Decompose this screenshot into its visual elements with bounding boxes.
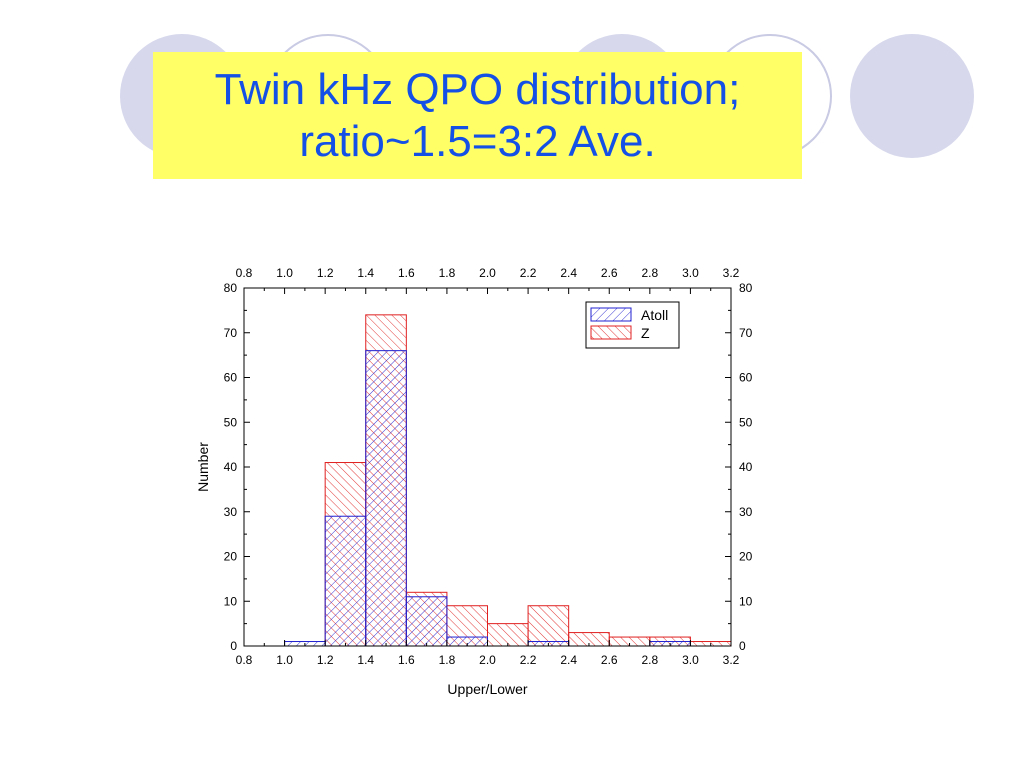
- x-tick-label-top: 2.4: [560, 266, 577, 280]
- y-tick-label-left: 50: [224, 415, 238, 429]
- x-tick-label-bottom: 1.2: [317, 653, 334, 667]
- x-tick-label-bottom: 1.0: [276, 653, 293, 667]
- axis-ticks: [243, 287, 732, 647]
- legend-swatch-z: [590, 325, 632, 340]
- y-tick-label-left: 80: [224, 281, 238, 295]
- x-tick-label-bottom: 2.4: [560, 653, 577, 667]
- x-tick-label-top: 1.0: [276, 266, 293, 280]
- x-tick-label-top: 1.2: [317, 266, 334, 280]
- x-tick-label-bottom: 3.2: [723, 653, 740, 667]
- x-tick-label-top: 1.8: [439, 266, 456, 280]
- slide-title-box: Twin kHz QPO distribution; ratio~1.5=3:2…: [153, 52, 802, 179]
- x-tick-label-bottom: 2.2: [520, 653, 537, 667]
- x-tick-label-top: 0.8: [236, 266, 253, 280]
- x-tick-label-top: 2.6: [601, 266, 618, 280]
- y-tick-label-right: 30: [739, 505, 753, 519]
- bar-atoll-4: [405, 596, 448, 647]
- y-tick-label-left: 20: [224, 550, 238, 564]
- x-tick-label-bottom: 2.6: [601, 653, 618, 667]
- x-tick-label-top: 2.0: [479, 266, 496, 280]
- x-tick-label-bottom: 2.8: [641, 653, 658, 667]
- y-tick-label-right: 0: [739, 639, 746, 653]
- y-tick-label-left: 0: [230, 639, 237, 653]
- y-tick-label-left: 70: [224, 326, 238, 340]
- x-tick-label-bottom: 2.0: [479, 653, 496, 667]
- x-tick-label-top: 1.6: [398, 266, 415, 280]
- legend-label-z: Z: [641, 325, 650, 341]
- legend-label-atoll: Atoll: [641, 307, 668, 323]
- y-tick-label-right: 20: [739, 550, 753, 564]
- bar-z-7: [527, 605, 570, 647]
- x-tick-label-bottom: 1.8: [439, 653, 456, 667]
- decorative-circle-5: [850, 34, 974, 158]
- x-tick-label-top: 1.4: [357, 266, 374, 280]
- x-tick-label-top: 3.2: [723, 266, 740, 280]
- x-tick-label-bottom: 3.0: [682, 653, 699, 667]
- y-tick-label-left: 30: [224, 505, 238, 519]
- y-tick-label-left: 40: [224, 460, 238, 474]
- x-tick-label-top: 2.2: [520, 266, 537, 280]
- bar-atoll-3: [365, 350, 407, 647]
- y-tick-label-right: 80: [739, 281, 753, 295]
- y-tick-label-left: 60: [224, 371, 238, 385]
- x-tick-label-bottom: 1.6: [398, 653, 415, 667]
- slide-title-line-2: ratio~1.5=3:2 Ave.: [299, 116, 656, 166]
- y-tick-label-right: 40: [739, 460, 753, 474]
- y-tick-label-right: 70: [739, 326, 753, 340]
- x-tick-label-bottom: 1.4: [357, 653, 374, 667]
- bar-atoll-2: [324, 515, 367, 647]
- chart-legend: Atoll Z: [585, 301, 680, 349]
- bar-z-6: [487, 623, 529, 647]
- slide-title-line-1: Twin kHz QPO distribution;: [214, 64, 741, 114]
- y-tick-label-right: 60: [739, 371, 753, 385]
- x-axis-label: Upper/Lower: [447, 681, 527, 697]
- x-tick-label-top: 3.0: [682, 266, 699, 280]
- y-axis-label: Number: [195, 442, 211, 492]
- y-tick-label-left: 10: [224, 594, 238, 608]
- axis-tick-labels: 0.8 0.8 1.0 1.0 1.2 1.2 1.4 1.4 1.6 1.6 1.8 1.8 2.0 2…: [224, 266, 753, 667]
- y-tick-label-right: 50: [739, 415, 753, 429]
- legend-swatch-atoll: [590, 307, 632, 322]
- y-tick-label-right: 10: [739, 594, 753, 608]
- x-tick-label-top: 2.8: [641, 266, 658, 280]
- x-tick-label-bottom: 0.8: [236, 653, 253, 667]
